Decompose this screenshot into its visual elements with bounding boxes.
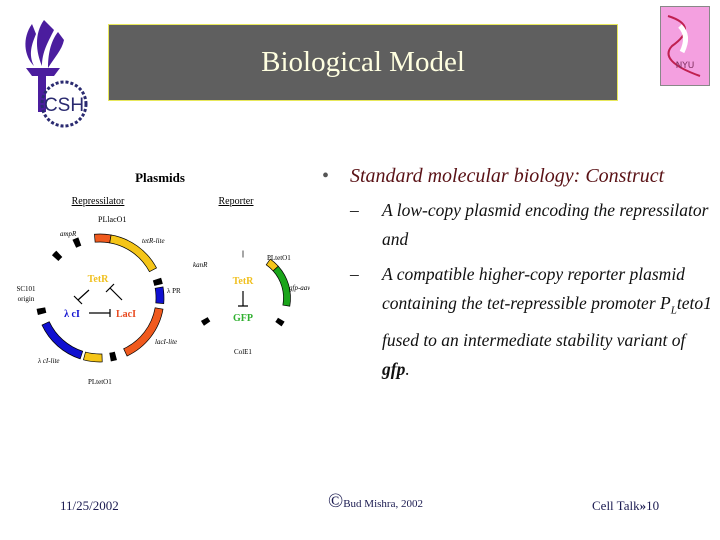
laci-gene-label: lacI-lite (155, 338, 177, 346)
ptet-promoter-segment (83, 351, 103, 363)
footer-page: Cell Talk»10 (592, 498, 660, 513)
tetr-gene-label: tetR-lite (142, 237, 165, 245)
ci-protein: λ cI (64, 309, 80, 320)
marker-1 (51, 250, 63, 262)
reporter-marker-0 (275, 317, 285, 327)
ci-gene-label: λ cI-lite (37, 357, 60, 365)
ci-segment (41, 321, 84, 360)
main-bullet: • Standard molecular biology: Construct (322, 165, 665, 187)
nyu-logo: NYU (660, 6, 710, 86)
csh-logo-text: CSH (44, 95, 84, 116)
slide-title: Biological Model (261, 46, 465, 78)
reporter-promoter-label: PLtetO1 (267, 254, 291, 262)
pr-promoter-label: λ PR (167, 287, 181, 295)
sub-bullet-1: – A low-copy plasmid encoding the repress… (350, 200, 709, 249)
plac-promoter-label: PLlacO1 (98, 215, 126, 224)
reporter-tetr-protein: TetR (233, 276, 255, 287)
reporter-label: Reporter (219, 196, 255, 207)
origin-label-1: SC101 (16, 285, 36, 293)
title-bar: Biological Model (108, 24, 618, 101)
diagram-title: Plasmids (135, 170, 185, 185)
marker-2 (152, 277, 163, 286)
footer-copyright: ©Bud Mishra, 2002 (328, 490, 423, 512)
marker-0 (72, 237, 82, 248)
gfp-gene-label: gfp-aav (289, 284, 310, 292)
laci-protein: LacI (116, 309, 136, 320)
origin-label-2: origin (18, 295, 35, 303)
gfp-segment (272, 265, 291, 307)
laci-segment (123, 307, 164, 357)
gfp-protein: GFP (233, 313, 253, 324)
svg-text:NYU: NYU (676, 61, 695, 71)
marker-3 (109, 351, 117, 362)
slide-content: • Standard molecular biology: Construct –… (322, 162, 712, 384)
amp-label: ampR (60, 230, 77, 238)
nyu-csh-logo: CSH (25, 20, 88, 128)
footer-date: 11/25/2002 (60, 498, 119, 513)
plasmids-diagram: Plasmids Repressilator Reporter PLlacO1 … (16, 170, 310, 386)
plac-promoter-segment (94, 233, 112, 244)
repressilator-label: Repressilator (72, 196, 125, 207)
tetr-protein: TetR (88, 274, 110, 285)
tetr-segment (109, 234, 157, 273)
reporter-marker-1 (200, 317, 211, 326)
kan-label: kanR (193, 261, 208, 269)
sub-bullet-2: – A compatible higher-copy reporter plasm… (350, 264, 712, 379)
marker-4 (36, 307, 47, 315)
pr-promoter-segment (154, 286, 165, 304)
cole1-label: ColE1 (234, 348, 252, 356)
ptet-promoter-label: PLtetO1 (88, 378, 112, 386)
